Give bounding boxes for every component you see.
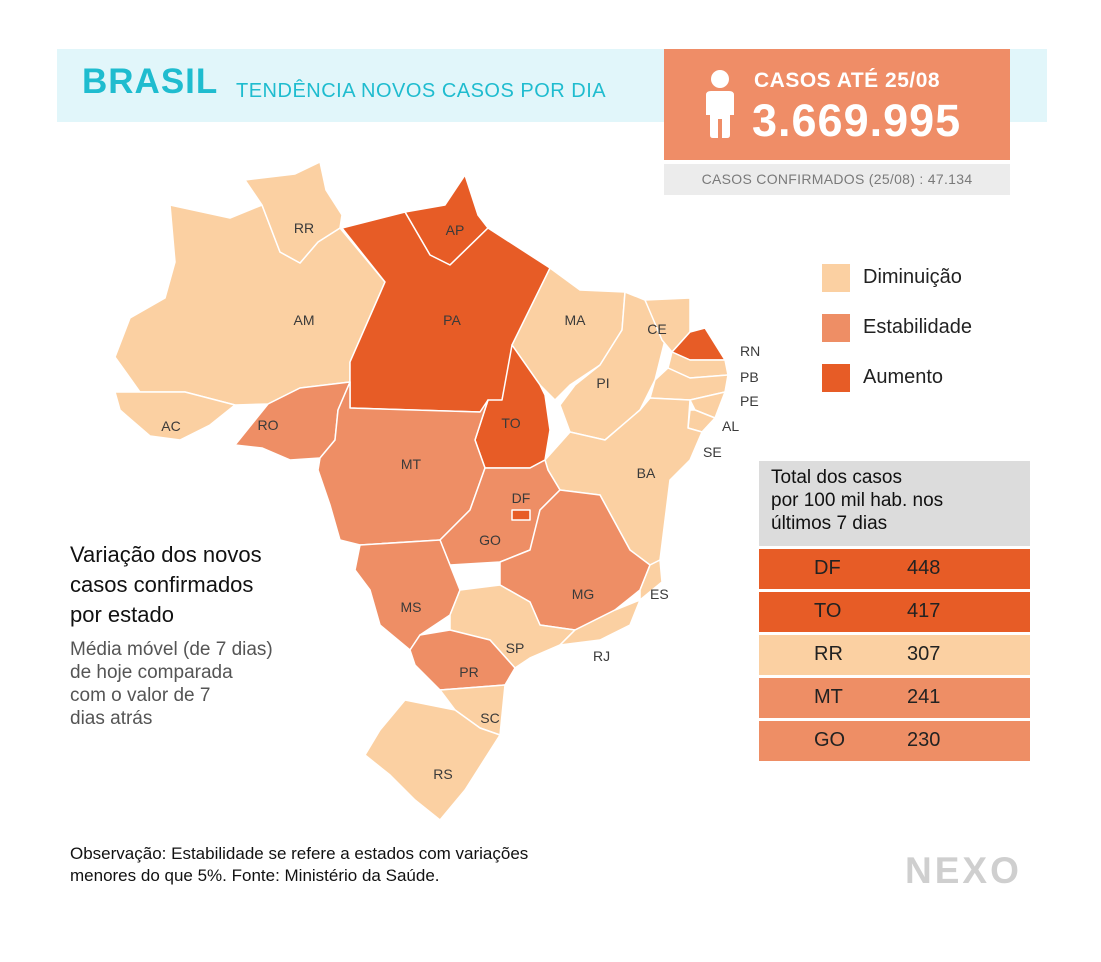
- table-cell-value: 417: [907, 600, 941, 622]
- cases-label: CASOS ATÉ 25/08: [754, 69, 941, 92]
- description-title-line: Variação dos novos: [70, 542, 262, 567]
- map-label: RR: [294, 220, 314, 236]
- cases-per-100k-table: Total dos casos por 100 mil hab. nos últ…: [759, 461, 1030, 761]
- legend-item-aumento: Aumento: [822, 362, 1022, 392]
- table-header-line: por 100 mil hab. nos: [771, 490, 944, 511]
- map-label: MS: [401, 599, 422, 615]
- footnote-line: menores do que 5%. Fonte: Ministério da …: [70, 866, 440, 885]
- page-title: BRASIL: [82, 62, 219, 101]
- description-title-line: casos confirmados: [70, 572, 254, 597]
- table-header-line: últimos 7 dias: [771, 513, 888, 534]
- map-label: CE: [647, 321, 666, 337]
- footnote-line: Observação: Estabilidade se refere a est…: [70, 844, 529, 863]
- description-title-line: por estado: [70, 602, 174, 627]
- map-label: PE: [740, 393, 759, 409]
- map-label: RS: [433, 766, 452, 782]
- table-header: Total dos casos por 100 mil hab. nos últ…: [759, 461, 1030, 546]
- table-row: RR 307: [759, 635, 1030, 675]
- map-label: MA: [565, 312, 587, 328]
- page-subtitle: TENDÊNCIA NOVOS CASOS POR DIA: [236, 80, 607, 102]
- brazil-map: RR AP AM PA MA CE RN PB PE AL SE PI AC R…: [114, 161, 760, 821]
- table-cell-uf: DF: [814, 557, 841, 579]
- map-label: PB: [740, 369, 759, 385]
- map-label: PA: [443, 312, 461, 328]
- description-subtitle-line: Média móvel (de 7 dias): [70, 639, 273, 660]
- map-label: MT: [401, 456, 422, 472]
- map-label: AL: [722, 418, 739, 434]
- state-DF: [511, 509, 531, 521]
- map-label: AP: [446, 222, 465, 238]
- map-label: TO: [501, 415, 520, 431]
- map-label: GO: [479, 532, 501, 548]
- state-AM: [114, 204, 386, 406]
- map-label: AM: [294, 312, 315, 328]
- table-cell-value: 448: [907, 557, 941, 579]
- legend-swatch: [822, 314, 850, 342]
- map-label: SC: [480, 710, 499, 726]
- legend-swatch: [822, 364, 850, 392]
- map-description: Variação dos novos casos confirmados por…: [70, 540, 370, 730]
- brand-logo: NEXO: [905, 850, 1022, 891]
- cases-box: CASOS ATÉ 25/08 3.669.995: [664, 49, 1010, 160]
- table-header-line: Total dos casos: [771, 467, 902, 488]
- map-label: SE: [703, 444, 722, 460]
- map-label: MG: [572, 586, 595, 602]
- state-SP: [449, 584, 576, 669]
- table-row: TO 417: [759, 592, 1030, 632]
- footnote: Observação: Estabilidade se refere a est…: [70, 843, 770, 887]
- state-RJ: [559, 599, 641, 646]
- state-RS: [364, 699, 501, 821]
- map-label: BA: [637, 465, 656, 481]
- table-row: MT 241: [759, 678, 1030, 718]
- legend-label: Aumento: [863, 366, 944, 388]
- table-row: DF 448: [759, 549, 1030, 589]
- person-icon: [706, 70, 734, 138]
- state-ES: [639, 559, 663, 601]
- description-subtitle: Média móvel (de 7 dias) de hoje comparad…: [70, 638, 370, 730]
- table-row: GO 230: [759, 721, 1030, 761]
- table-cell-uf: TO: [814, 600, 842, 622]
- description-subtitle-line: com o valor de 7: [70, 685, 211, 706]
- map-label: RJ: [593, 648, 610, 664]
- map-label: AC: [161, 418, 180, 434]
- legend-label: Estabilidade: [863, 316, 972, 338]
- table-cell-uf: MT: [814, 686, 843, 708]
- description-subtitle-line: dias atrás: [70, 708, 153, 729]
- map-label: ES: [650, 586, 669, 602]
- legend-item-estabilidade: Estabilidade: [822, 312, 1022, 342]
- map-label: RN: [740, 343, 760, 359]
- map-label: DF: [512, 490, 531, 506]
- map-label: SP: [506, 640, 525, 656]
- table-cell-uf: RR: [814, 643, 843, 665]
- map-label: RO: [258, 417, 279, 433]
- cases-value: 3.669.995: [752, 95, 962, 146]
- map-label: PR: [459, 664, 478, 680]
- table-cell-value: 230: [907, 729, 941, 751]
- state-RR: [244, 161, 343, 264]
- legend-item-diminuicao: Diminuição: [822, 262, 1022, 292]
- description-subtitle-line: de hoje comparada: [70, 662, 233, 683]
- table-cell-value: 307: [907, 643, 941, 665]
- description-title: Variação dos novos casos confirmados por…: [70, 540, 370, 630]
- map-label: PI: [596, 375, 609, 391]
- table-cell-uf: GO: [814, 729, 846, 751]
- table-cell-value: 241: [907, 686, 941, 708]
- confirmed-cases-today: CASOS CONFIRMADOS (25/08) : 47.134: [664, 164, 1010, 195]
- legend-label: Diminuição: [863, 266, 962, 288]
- state-AC: [114, 391, 236, 441]
- legend-swatch: [822, 264, 850, 292]
